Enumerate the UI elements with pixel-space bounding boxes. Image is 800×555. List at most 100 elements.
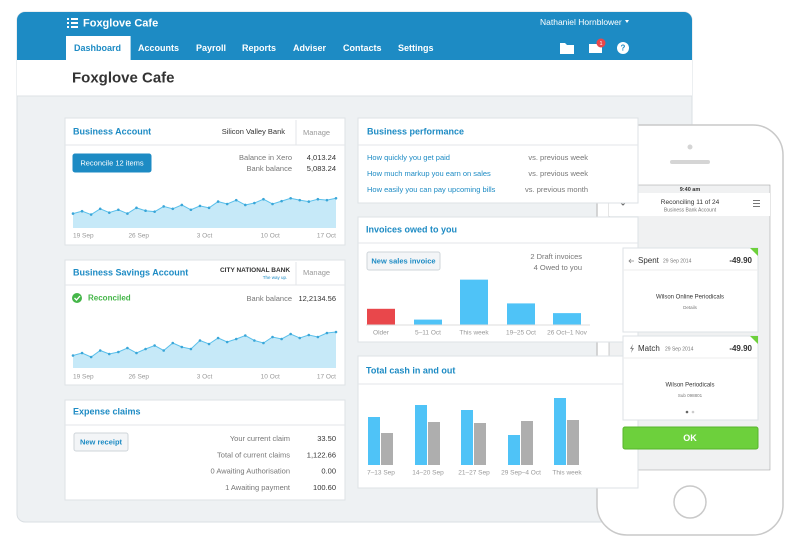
phone-speaker bbox=[670, 160, 710, 164]
bar bbox=[460, 279, 488, 325]
data-point bbox=[189, 347, 193, 351]
bar bbox=[368, 417, 380, 465]
files-icon[interactable] bbox=[560, 43, 574, 54]
mail-icon[interactable] bbox=[589, 44, 602, 53]
button[interactable] bbox=[72, 153, 152, 173]
data-point bbox=[98, 207, 102, 211]
help-icon[interactable] bbox=[617, 42, 629, 54]
manage-menu[interactable]: Manage bbox=[303, 128, 330, 137]
data-point bbox=[144, 347, 147, 351]
data-point bbox=[307, 200, 311, 203]
x-tick-label: 19–25 Oct bbox=[506, 330, 536, 337]
nav-item[interactable]: Dashboard bbox=[74, 43, 121, 53]
data-point bbox=[126, 346, 129, 350]
row-value: 12,2134.56 bbox=[298, 294, 336, 303]
card-title: Invoices owed to you bbox=[366, 224, 457, 234]
row-value: 1,122.66 bbox=[307, 450, 336, 459]
phone-header bbox=[609, 193, 770, 216]
bar bbox=[508, 435, 520, 465]
list-icon[interactable] bbox=[753, 200, 760, 207]
nav-item[interactable]: Accounts bbox=[138, 43, 179, 53]
manage-menu[interactable]: Manage bbox=[303, 268, 330, 277]
row-label: Bank balance bbox=[247, 164, 292, 173]
data-point bbox=[180, 203, 184, 207]
data-point bbox=[98, 349, 102, 352]
row-value: 0.00 bbox=[321, 467, 336, 476]
x-tick-label: 10 Oct bbox=[261, 374, 280, 381]
phone-subtitle: Business Bank Account bbox=[664, 207, 717, 213]
bank-name: Silicon Valley Bank bbox=[222, 127, 285, 136]
check-mark bbox=[74, 295, 81, 301]
data-point bbox=[89, 213, 93, 216]
data-point bbox=[207, 342, 211, 346]
pager-dot bbox=[685, 410, 689, 414]
nav-item[interactable]: Settings bbox=[398, 43, 434, 53]
data-point bbox=[171, 341, 175, 345]
button-label[interactable]: New sales invoice bbox=[371, 256, 435, 265]
status: Reconciled bbox=[88, 294, 131, 303]
transaction-type: Match bbox=[638, 344, 660, 353]
nav-item[interactable]: Payroll bbox=[196, 43, 226, 53]
data-point bbox=[298, 336, 302, 340]
user-name[interactable]: Nathaniel Hornblower bbox=[540, 17, 622, 27]
bar bbox=[507, 303, 535, 325]
area-line bbox=[72, 197, 337, 216]
nav-item[interactable]: Adviser bbox=[293, 43, 327, 53]
button[interactable] bbox=[366, 251, 441, 271]
data-point bbox=[325, 198, 329, 202]
data-point bbox=[135, 206, 138, 210]
data-point bbox=[144, 209, 147, 213]
menu-icon bbox=[67, 18, 78, 28]
data-point bbox=[171, 207, 175, 211]
compare-label: vs. previous month bbox=[525, 185, 588, 194]
transaction-date: 29 Sep 2014 bbox=[665, 346, 694, 352]
row-value: 100.60 bbox=[313, 483, 336, 492]
x-tick-label: 19 Sep bbox=[73, 374, 94, 381]
row-label: Balance in Xero bbox=[239, 153, 292, 162]
status-time: 9:40 am bbox=[680, 187, 701, 193]
link[interactable]: How much markup you earn on sales bbox=[367, 169, 491, 178]
x-tick-label: 21–27 Sep bbox=[458, 470, 490, 477]
top-bar bbox=[17, 12, 692, 60]
data-point bbox=[207, 206, 211, 210]
data-point bbox=[253, 339, 256, 342]
x-tick-label: 7–13 Sep bbox=[367, 470, 395, 477]
data-point bbox=[234, 198, 238, 202]
lightning-icon bbox=[630, 344, 634, 353]
user-caret[interactable] bbox=[625, 20, 629, 23]
transaction-amount: -49.90 bbox=[729, 344, 752, 353]
button-label[interactable]: New receipt bbox=[80, 437, 123, 446]
row-value: 5,083.24 bbox=[307, 164, 336, 173]
nav-item[interactable]: Reports bbox=[242, 43, 276, 53]
nav-item[interactable]: Contacts bbox=[343, 43, 382, 53]
card-title: Business performance bbox=[367, 126, 464, 136]
data-point bbox=[80, 351, 84, 355]
x-tick-label: 26 Sep bbox=[128, 233, 149, 240]
ok-button[interactable] bbox=[622, 426, 759, 450]
button[interactable] bbox=[73, 432, 129, 452]
data-point bbox=[162, 205, 165, 208]
pager-dot bbox=[691, 410, 695, 414]
row-value: 33.50 bbox=[317, 434, 336, 443]
transaction-card bbox=[622, 335, 759, 421]
data-point bbox=[198, 204, 202, 208]
data-point bbox=[289, 196, 292, 200]
card-title: Business Account bbox=[73, 126, 151, 136]
link[interactable]: How quickly you get paid bbox=[367, 153, 450, 162]
bar bbox=[428, 422, 440, 465]
help-glyph: ? bbox=[621, 44, 626, 53]
x-tick-label: 17 Oct bbox=[317, 233, 336, 240]
note: Sub 098801 bbox=[678, 393, 703, 398]
data-point bbox=[325, 331, 329, 335]
x-tick-label: 19 Sep bbox=[73, 233, 94, 240]
ok-label[interactable]: OK bbox=[683, 433, 697, 443]
data-point bbox=[316, 197, 320, 201]
card bbox=[64, 117, 346, 246]
link[interactable]: How easily you can pay upcoming bills bbox=[367, 185, 496, 194]
data-point bbox=[262, 197, 265, 201]
home-button[interactable] bbox=[673, 485, 707, 519]
title-band bbox=[17, 60, 692, 96]
payee: Wilson Online Periodicals bbox=[656, 295, 724, 301]
button-label[interactable]: Reconcile 12 items bbox=[80, 158, 144, 167]
